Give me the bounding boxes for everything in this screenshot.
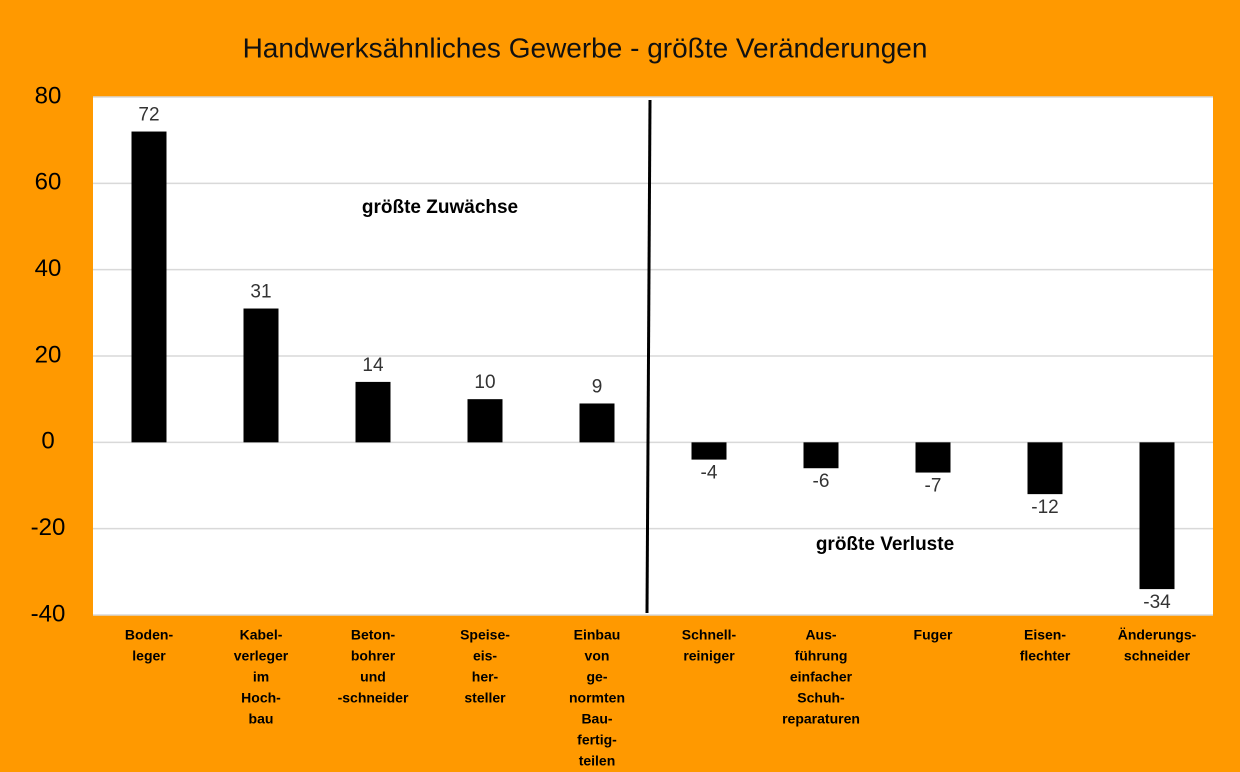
bar xyxy=(803,442,839,469)
x-tick-label: steller xyxy=(464,690,506,706)
bar xyxy=(243,308,279,443)
data-label: -12 xyxy=(1031,497,1058,518)
x-tick-label: Hoch- xyxy=(241,690,281,706)
x-tick-label: einfacher xyxy=(790,669,853,685)
x-tick-label: Bau- xyxy=(581,711,612,727)
x-tick-label: im xyxy=(253,669,269,685)
x-tick-label: bohrer xyxy=(351,648,396,664)
y-tick-label: 20 xyxy=(35,341,62,368)
y-tick-label: 80 xyxy=(35,82,62,109)
x-tick-label: Speise- xyxy=(460,627,510,643)
y-tick-label: 40 xyxy=(35,255,62,282)
bar xyxy=(1139,442,1175,590)
data-label: 72 xyxy=(138,105,159,126)
x-tick-label: flechter xyxy=(1020,648,1071,664)
data-label: 10 xyxy=(474,372,495,393)
bar xyxy=(355,381,391,443)
bar xyxy=(1027,442,1063,495)
x-tick-label: Eisen- xyxy=(1024,627,1066,643)
x-tick-label: Schuh- xyxy=(797,690,845,706)
chart-title: Handwerksähnliches Gewerbe - größte Verä… xyxy=(243,32,928,63)
x-tick-label: verleger xyxy=(234,648,289,664)
data-label: -34 xyxy=(1143,592,1171,613)
grid xyxy=(93,96,1213,616)
annotation: größte Verluste xyxy=(816,534,954,555)
divider xyxy=(645,99,652,614)
bar xyxy=(579,403,615,443)
annotation: größte Zuwächse xyxy=(362,197,518,218)
data-label: -4 xyxy=(701,463,718,484)
x-tick-label: reiniger xyxy=(683,648,735,664)
x-tick-label: eis- xyxy=(473,648,497,664)
data-label: 14 xyxy=(362,355,384,376)
x-tick-label: schneider xyxy=(1124,648,1191,664)
bar xyxy=(915,442,951,473)
data-label: -6 xyxy=(813,471,830,492)
y-tick-label: 60 xyxy=(35,169,62,196)
x-tick-label: bau xyxy=(249,711,274,727)
x-tick-label: Boden- xyxy=(125,627,174,643)
x-tick-label: fertig- xyxy=(577,732,617,748)
x-tick-label: Aus- xyxy=(805,627,836,643)
x-tick-label: reparaturen xyxy=(782,711,860,727)
x-tick-label: Schnell- xyxy=(682,627,737,643)
marks: 72 31 14 10 9 -4 -6 -7 -12 -34 xyxy=(131,105,1175,613)
x-tick-label: führung xyxy=(795,648,848,664)
x-tick-label: und xyxy=(360,669,386,685)
x-tick-label: normten xyxy=(569,690,625,706)
x-tick-label: von xyxy=(585,648,610,664)
data-label: -7 xyxy=(925,476,942,497)
x-tick-label: Änderungs- xyxy=(1118,627,1197,643)
x-tick-label: her- xyxy=(472,669,499,685)
y-tick-label: 0 xyxy=(41,428,54,455)
data-label: 31 xyxy=(250,282,271,303)
data-label: 9 xyxy=(592,376,603,397)
x-tick-label: Kabel- xyxy=(240,627,283,643)
y-tick-label: -20 xyxy=(31,514,66,541)
x-tick-label: -schneider xyxy=(338,690,409,706)
x-tick-label: Einbau xyxy=(574,627,621,643)
bar xyxy=(467,399,503,443)
y-tick-label: -40 xyxy=(31,600,66,627)
x-tick-label: leger xyxy=(132,648,166,664)
bar xyxy=(131,131,167,443)
x-tick-label: ge- xyxy=(587,669,608,685)
x-tick-label: teilen xyxy=(579,753,616,769)
bar xyxy=(691,442,727,460)
x-tick-label: Beton- xyxy=(351,627,396,643)
x-tick-label: Fuger xyxy=(914,627,953,643)
